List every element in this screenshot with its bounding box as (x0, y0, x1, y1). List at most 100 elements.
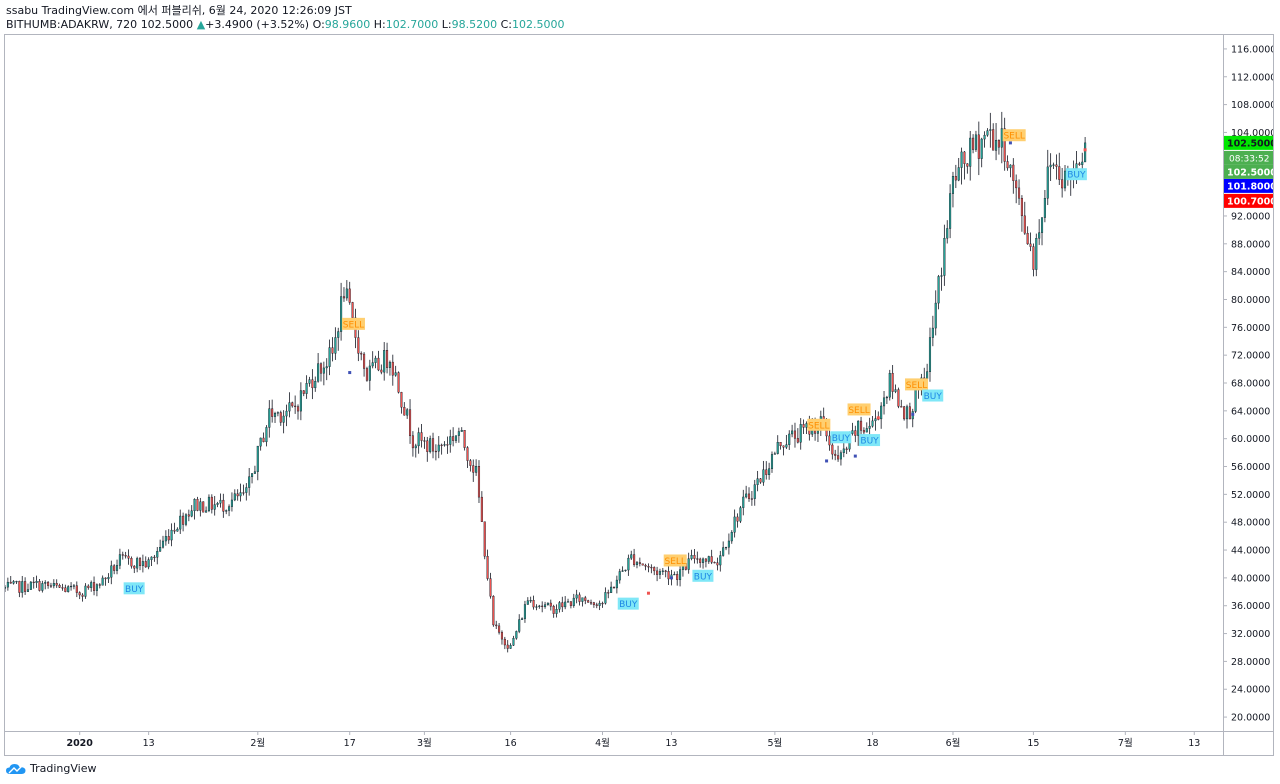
candle-up[interactable] (273, 413, 277, 417)
candle-up[interactable] (707, 556, 710, 562)
candle-down[interactable] (860, 420, 863, 431)
candle-down[interactable] (472, 465, 475, 473)
candle-down[interactable] (452, 436, 455, 441)
candle-up[interactable] (690, 555, 693, 559)
candle-down[interactable] (891, 373, 894, 392)
candle-up[interactable] (960, 151, 963, 168)
candle-up[interactable] (635, 562, 639, 565)
candle-up[interactable] (41, 583, 44, 591)
candle-up[interactable] (84, 585, 87, 597)
candle-down[interactable] (173, 529, 176, 532)
candle-up[interactable] (429, 438, 432, 452)
candle-up[interactable] (905, 406, 909, 420)
candle-up[interactable] (101, 577, 104, 586)
candle-down[interactable] (963, 151, 966, 164)
candle-down[interactable] (587, 600, 590, 603)
candle-up[interactable] (888, 373, 891, 398)
candle-down[interactable] (127, 555, 130, 559)
candle-up[interactable] (630, 554, 633, 559)
candle-up[interactable] (337, 331, 340, 338)
candle-up[interactable] (164, 536, 167, 542)
candle-down[interactable] (569, 601, 572, 606)
candle-up[interactable] (21, 581, 24, 593)
candle-up[interactable] (417, 432, 420, 447)
candle-down[interactable] (434, 450, 437, 453)
candle-up[interactable] (251, 473, 254, 477)
candle-up[interactable] (406, 409, 409, 416)
candle-up[interactable] (207, 496, 210, 512)
candle-down[interactable] (747, 493, 751, 499)
candle-down[interactable] (837, 455, 840, 460)
candle-up[interactable] (914, 388, 917, 412)
buy-signal-label[interactable] (859, 434, 881, 447)
candle-down[interactable] (802, 424, 805, 428)
candle-up[interactable] (308, 379, 311, 384)
candle-down[interactable] (897, 389, 900, 407)
candle-down[interactable] (549, 602, 552, 607)
candle-down[interactable] (656, 570, 659, 575)
candle-up[interactable] (259, 437, 262, 447)
candle-down[interactable] (291, 402, 294, 407)
candle-up[interactable] (575, 594, 578, 599)
candle-up[interactable] (799, 424, 802, 443)
candle-up[interactable] (285, 410, 288, 417)
candle-up[interactable] (245, 487, 248, 493)
candle-up[interactable] (118, 554, 121, 566)
candle-up[interactable] (598, 602, 601, 606)
candle-up[interactable] (618, 571, 621, 581)
candle-up[interactable] (661, 570, 664, 572)
candle-up[interactable] (926, 371, 929, 379)
candle-up[interactable] (969, 137, 972, 167)
candle-down[interactable] (144, 561, 147, 568)
candle-up[interactable] (555, 609, 558, 614)
candle-up[interactable] (518, 619, 521, 632)
candle-down[interactable] (584, 597, 587, 601)
candle-up[interactable] (523, 604, 526, 619)
candle-down[interactable] (18, 580, 21, 593)
candle-down[interactable] (862, 430, 865, 433)
candle-down[interactable] (294, 405, 297, 407)
candle-down[interactable] (153, 556, 156, 559)
sell-signal-label[interactable] (807, 418, 831, 431)
candle-up[interactable] (581, 597, 584, 602)
candle-up[interactable] (791, 430, 794, 435)
candle-down[interactable] (55, 583, 58, 586)
candle-down[interactable] (9, 581, 12, 584)
candle-down[interactable] (1026, 232, 1029, 245)
candle-up[interactable] (328, 347, 331, 367)
candle-down[interactable] (262, 437, 265, 443)
candle-down[interactable] (61, 587, 64, 589)
candle-up[interactable] (179, 515, 182, 530)
candle-up[interactable] (986, 130, 989, 136)
candle-down[interactable] (834, 453, 837, 456)
candle-up[interactable] (679, 569, 682, 580)
candle-down[interactable] (236, 493, 239, 497)
candle-up[interactable] (150, 556, 153, 560)
candle-down[interactable] (750, 498, 753, 500)
candle-down[interactable] (32, 581, 35, 584)
sell-signal-label[interactable] (341, 317, 365, 330)
sell-signal-label[interactable] (663, 554, 687, 567)
candle-up[interactable] (141, 561, 144, 566)
candle-up[interactable] (29, 581, 32, 590)
candle-up[interactable] (437, 444, 440, 452)
candle-up[interactable] (205, 510, 208, 513)
candle-down[interactable] (977, 134, 980, 159)
candle-up[interactable] (526, 600, 529, 605)
candle-down[interactable] (699, 558, 702, 563)
candle-down[interactable] (423, 440, 426, 442)
candle-down[interactable] (420, 432, 423, 441)
candle-up[interactable] (770, 454, 774, 469)
candle-down[interactable] (391, 361, 394, 376)
candle-up[interactable] (239, 492, 242, 497)
candle-down[interactable] (1012, 164, 1015, 181)
candle-up[interactable] (857, 420, 860, 436)
candle-up[interactable] (35, 581, 38, 583)
candle-up[interactable] (110, 565, 113, 578)
candle-down[interactable] (480, 496, 483, 522)
candle-down[interactable] (182, 515, 185, 525)
candle-down[interactable] (506, 644, 509, 649)
candle-up[interactable] (546, 602, 549, 605)
candle-up[interactable] (5, 586, 7, 589)
candle-up[interactable] (742, 496, 745, 508)
